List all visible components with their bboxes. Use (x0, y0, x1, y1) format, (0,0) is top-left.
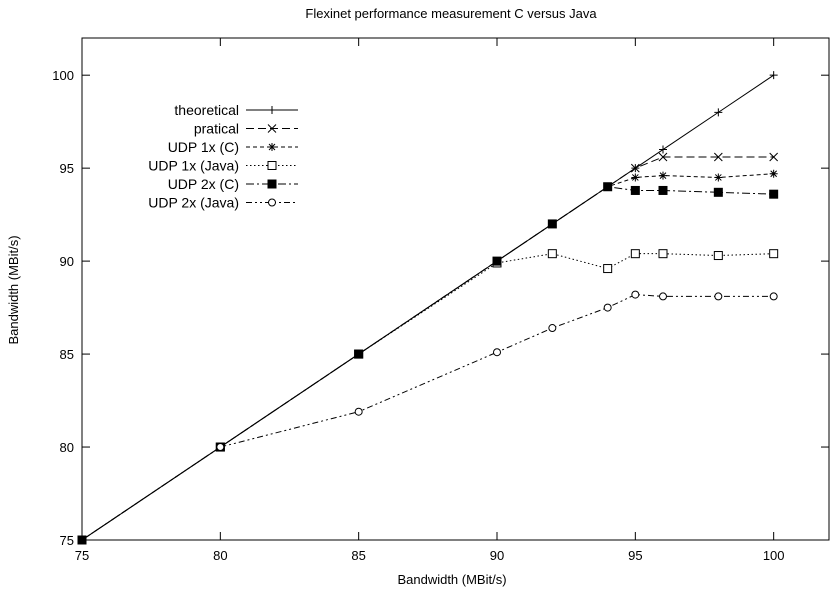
legend-entry-pratical: pratical (194, 121, 298, 137)
y-tick-label: 85 (60, 347, 74, 362)
series-line (81, 186, 774, 541)
data-point (769, 292, 778, 301)
data-point (630, 249, 640, 259)
data-point (547, 219, 557, 229)
data-point (769, 249, 779, 259)
data-point (603, 303, 612, 312)
data-point (659, 292, 667, 301)
legend-marker (267, 161, 277, 170)
data-point (603, 264, 613, 274)
data-point (658, 185, 668, 195)
x-axis-title: Bandwidth (MBit/s) (397, 572, 506, 587)
x-tick-label: 85 (351, 548, 365, 563)
data-point (631, 173, 640, 182)
legend-entry-theoretical: theoretical (174, 102, 298, 118)
series-udp-1x-java (77, 249, 779, 545)
data-point (769, 71, 778, 80)
data-point (216, 443, 225, 452)
series-udp-2x-java (216, 290, 778, 452)
data-point (659, 171, 667, 180)
data-point (713, 187, 723, 197)
data-point (658, 249, 668, 259)
legend-marker (267, 124, 277, 133)
legend-entry-udp-2x-c: UDP 2x (C) (168, 176, 298, 192)
legend-marker (268, 198, 276, 207)
data-point (714, 173, 723, 182)
series-udp-1x-c (78, 169, 778, 544)
series-layer (77, 71, 779, 545)
series-line (81, 156, 774, 541)
y-tick-label: 95 (60, 161, 74, 176)
legend-marker (268, 106, 276, 114)
x-tick-label: 80 (213, 548, 227, 563)
legend-entry-udp-2x-java: UDP 2x (Java) (148, 195, 298, 211)
x-tick-label: 75 (75, 548, 89, 563)
y-tick-label: 80 (60, 440, 74, 455)
data-point (713, 152, 723, 162)
series-line (220, 294, 774, 448)
data-point (714, 292, 723, 301)
y-axis-title: Bandwidth (MBit/s) (6, 235, 21, 344)
legend-label: theoretical (174, 102, 239, 118)
legend: theoretical pratical UDP 1x (C) UDP 1x (Jav… (148, 102, 298, 211)
legend-marker (268, 143, 276, 151)
data-point (631, 290, 640, 299)
chart-title: Flexinet performance measurement C versu… (305, 6, 597, 21)
data-point (659, 145, 667, 154)
data-point (493, 348, 501, 357)
legend-label: UDP 1x (Java) (148, 158, 239, 174)
y-tick-label: 100 (52, 68, 74, 83)
series-udp-2x-c (77, 182, 779, 545)
data-point (714, 108, 723, 117)
plot-frame (81, 37, 830, 541)
x-tick-label: 95 (628, 548, 642, 563)
series-line (81, 173, 774, 541)
data-point (77, 535, 87, 545)
x-axis: 75 80 85 90 95 100 (75, 38, 785, 563)
data-point (548, 324, 557, 333)
data-point (658, 152, 668, 162)
data-point (603, 182, 613, 192)
data-point (769, 152, 779, 162)
legend-label: UDP 1x (C) (168, 139, 239, 155)
data-point (354, 407, 363, 416)
data-point (547, 249, 557, 259)
legend-label: UDP 2x (C) (168, 176, 239, 192)
data-point (630, 163, 640, 173)
data-point (354, 349, 364, 359)
y-tick-label: 90 (60, 254, 74, 269)
y-axis: 75 80 85 90 95 100 (52, 68, 829, 548)
data-point (713, 251, 723, 261)
series-pratical (77, 152, 779, 545)
data-point (630, 185, 640, 195)
data-point (769, 169, 778, 178)
y-tick-label: 75 (60, 533, 74, 548)
x-tick-label: 100 (763, 548, 785, 563)
legend-label: UDP 2x (Java) (148, 195, 239, 211)
data-point (769, 189, 779, 199)
legend-marker (267, 179, 277, 189)
legend-label: pratical (194, 121, 239, 137)
x-tick-label: 90 (490, 548, 504, 563)
legend-entry-udp-1x-java: UDP 1x (Java) (148, 158, 298, 174)
legend-entry-udp-1x-c: UDP 1x (C) (168, 139, 298, 155)
data-point (492, 256, 502, 266)
